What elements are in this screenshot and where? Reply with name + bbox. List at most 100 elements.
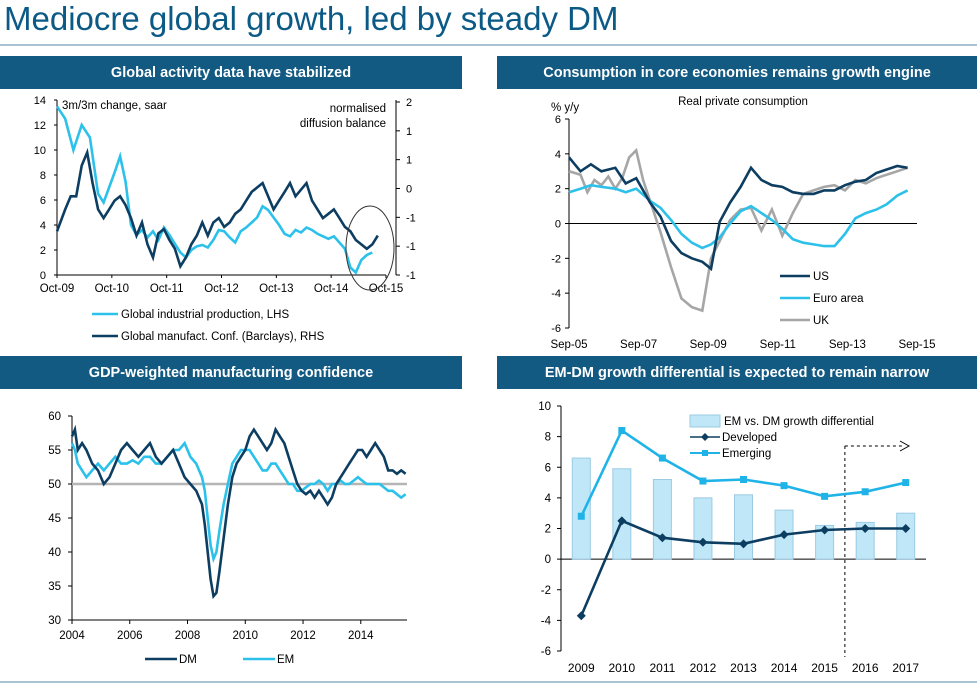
y-left-tick-label: 0	[40, 270, 46, 282]
bar-differential	[612, 468, 632, 560]
legend-label-dm: DM	[179, 654, 197, 666]
x-tick-label: 2013	[730, 661, 757, 675]
y-tick-label: 6	[545, 462, 551, 474]
right-axis-note-line2: diffusion balance	[300, 118, 386, 130]
legend-label-manufacturing-confidence: Global manufact. Conf. (Barclays), RHS	[121, 331, 325, 343]
chart-consumption: -6 -4 -2 0 2 4 6 Sep-05 Sep-07 Sep-09 Sep-11 Sep-13…	[550, 96, 935, 351]
panel-title-manufacturing-confidence: GDP-weighted manufacturing confidence	[0, 356, 462, 389]
x-tick-label: 2017	[892, 661, 919, 675]
y-tick-label: 2	[545, 524, 551, 536]
y-tick-label: 0	[555, 219, 561, 231]
bottom-divider	[0, 681, 977, 683]
legend-swatch-differential	[689, 414, 721, 428]
y-tick-label: 35	[48, 581, 61, 593]
chart-manufacturing-confidence: 30 35 40 45 50 55 60 2004 2006 2008 2010 2012 2014 DM…	[48, 411, 407, 666]
x-tick-label: Sep-09	[690, 339, 727, 351]
y-axis-label: % y/y	[551, 102, 579, 114]
y-tick-label: 2	[555, 184, 561, 196]
y-tick-label: -2	[551, 253, 561, 265]
bar-differential	[855, 521, 875, 560]
y-tick-label: 40	[48, 547, 61, 559]
y-tick-label: -2	[541, 585, 551, 597]
series-line-industrial-production	[55, 105, 373, 275]
x-tick-label: Sep-07	[620, 339, 657, 351]
y-right-tick-label: -1	[406, 212, 416, 224]
y-left-tick-label: 12	[34, 120, 46, 132]
legend-label-euro-area: Euro area	[813, 293, 864, 305]
y-left-tick-label: 10	[34, 145, 46, 157]
x-tick-label: 2016	[852, 661, 879, 675]
x-tick-label: 2015	[811, 661, 838, 675]
marker-emerging	[780, 482, 788, 490]
bar-differential	[571, 457, 591, 560]
x-tick-label: 2012	[290, 630, 316, 642]
marker-emerging	[902, 479, 910, 487]
right-axis-note-line1: normalised	[330, 103, 386, 115]
x-tick-label: 2009	[568, 661, 595, 675]
y-tick-label: 30	[48, 615, 61, 627]
x-tick-label: 2014	[771, 661, 798, 675]
x-tick-label: Sep-15	[898, 339, 935, 351]
title-divider	[0, 44, 977, 46]
marker-developed	[820, 525, 830, 535]
series-line-dm	[70, 424, 407, 600]
x-tick-label: 2010	[608, 661, 635, 675]
x-tick-label: Sep-11	[760, 339, 796, 351]
panel-title-global-activity: Global activity data have stabilized	[0, 56, 462, 89]
legend-label-em: EM	[277, 654, 294, 666]
legend-label-differential: EM vs. DM growth differential	[724, 416, 874, 428]
y-tick-label: -6	[551, 323, 561, 335]
marker-emerging	[821, 492, 829, 500]
legend-label-us: US	[813, 271, 829, 283]
marker-developed	[779, 530, 789, 540]
legend-label-developed: Developed	[722, 432, 777, 444]
marker-developed	[657, 533, 667, 543]
y-right-tick-label: 0	[406, 184, 412, 196]
legend-marker-emerging	[702, 450, 708, 456]
bar-differential	[652, 479, 672, 560]
y-tick-label: 50	[48, 479, 61, 491]
marker-emerging	[618, 427, 626, 434]
y-right-tick-label: 1	[406, 126, 412, 138]
marker-emerging	[658, 454, 666, 462]
y-left-tick-label: 8	[40, 170, 46, 182]
y-tick-label: -4	[541, 615, 552, 627]
legend-marker-developed	[701, 433, 709, 441]
y-tick-label: 6	[555, 114, 561, 126]
x-tick-label: 2012	[690, 661, 717, 675]
y-tick-label: -6	[541, 646, 551, 658]
x-tick-label: Oct-12	[204, 283, 239, 295]
x-tick-label: 2006	[117, 630, 143, 642]
x-tick-label: Oct-15	[369, 283, 404, 295]
marker-developed	[698, 537, 708, 547]
marker-emerging	[740, 476, 747, 483]
y-tick-label: 8	[545, 432, 551, 444]
series-line-us	[567, 156, 908, 272]
y-left-tick-label: 14	[34, 95, 46, 107]
x-tick-label: Oct-13	[259, 283, 294, 295]
y-left-tick-label: 4	[40, 220, 46, 232]
y-left-tick-label: 2	[40, 245, 46, 257]
y-tick-label: 10	[538, 401, 551, 413]
chart-subtitle: Real private consumption	[678, 96, 808, 108]
series-line-manufacturing-confidence	[55, 147, 379, 270]
y-tick-label: 4	[555, 149, 561, 161]
marker-developed	[617, 516, 627, 526]
y-tick-label: 45	[48, 513, 61, 525]
page-title: Mediocre global growth, led by steady DM	[4, 0, 619, 37]
y-tick-label: 55	[48, 445, 61, 457]
marker-developed	[739, 539, 748, 549]
y-right-tick-label: 2	[406, 97, 412, 109]
legend-label-emerging: Emerging	[722, 448, 771, 460]
marker-emerging	[577, 512, 585, 520]
x-tick-label: Sep-13	[829, 339, 866, 351]
x-tick-label: Oct-09	[40, 283, 75, 295]
x-tick-label: Oct-10	[95, 283, 130, 295]
y-tick-label: 4	[545, 493, 552, 505]
y-tick-label: 0	[545, 554, 551, 566]
series-line-euro-area	[568, 183, 909, 250]
y-tick-label: 60	[48, 411, 61, 423]
x-tick-label: 2011	[649, 661, 675, 675]
x-tick-label: 2010	[232, 630, 258, 642]
